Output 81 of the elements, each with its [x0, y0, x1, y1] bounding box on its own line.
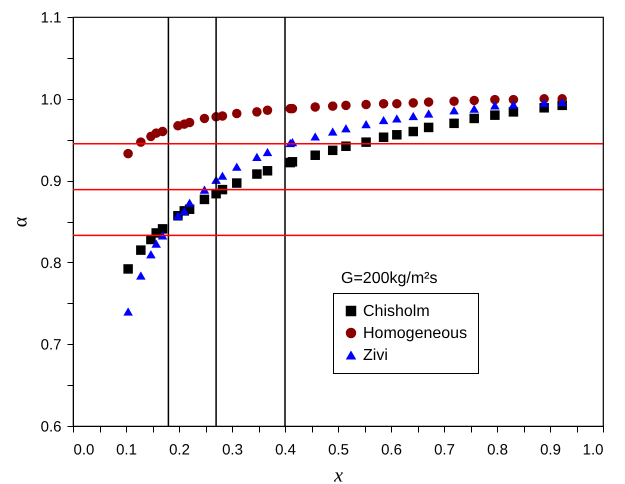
point — [328, 146, 338, 156]
x-tick-label: 0.9 — [540, 442, 561, 458]
point — [200, 194, 210, 204]
x-tick-label: 0.1 — [116, 442, 137, 458]
point — [262, 106, 272, 115]
point — [341, 124, 351, 132]
point — [469, 96, 479, 106]
x-axis-title: x — [333, 464, 344, 484]
x-tick-label: 0.4 — [275, 442, 296, 458]
point — [146, 250, 156, 258]
x-tick-label: 0.8 — [487, 442, 508, 458]
point — [328, 127, 338, 136]
point — [392, 114, 402, 123]
point — [378, 132, 388, 142]
point — [184, 198, 194, 207]
point — [123, 264, 133, 274]
point — [424, 122, 434, 132]
x-tick-label: 0.6 — [381, 442, 402, 458]
x-tick-label: 0.5 — [328, 442, 349, 458]
point — [361, 120, 371, 128]
point — [378, 98, 388, 108]
point — [424, 97, 434, 107]
point — [424, 109, 434, 118]
point — [469, 114, 479, 124]
point — [449, 118, 459, 128]
annotation: G=200kg/m²s — [341, 270, 438, 287]
x-tick-label: 0.2 — [169, 442, 190, 458]
point — [408, 112, 418, 120]
point — [232, 178, 242, 188]
point — [158, 224, 168, 234]
legend-label: Chisholm — [363, 303, 430, 320]
x-tick-label: 0.7 — [434, 442, 455, 458]
point — [252, 152, 262, 161]
point — [232, 108, 242, 118]
point — [408, 126, 418, 136]
point — [184, 118, 194, 128]
point — [252, 169, 262, 179]
point — [310, 102, 320, 112]
point — [490, 110, 500, 120]
y-tick-label: 1.0 — [40, 91, 62, 108]
point — [392, 130, 402, 140]
point — [341, 100, 351, 110]
point — [490, 101, 500, 110]
point — [557, 98, 567, 106]
point — [361, 100, 371, 110]
y-axis-title: α — [10, 216, 32, 228]
point — [136, 271, 146, 280]
point — [262, 148, 272, 156]
point — [158, 126, 168, 136]
point — [310, 150, 320, 160]
point — [449, 96, 459, 106]
y-tick-label: 0.9 — [40, 173, 62, 190]
y-tick-label: 0.7 — [40, 336, 62, 354]
point — [218, 111, 228, 121]
legend-label: Homogeneous — [363, 325, 468, 342]
y-tick-label: 1.1 — [40, 10, 62, 26]
point — [449, 106, 459, 114]
legend-label: Zivi — [363, 347, 388, 364]
point — [218, 172, 228, 180]
x-tick-label: 1.0 — [582, 442, 604, 458]
point — [232, 162, 242, 171]
point — [392, 98, 402, 108]
point — [539, 98, 549, 107]
point — [328, 101, 338, 111]
point — [310, 132, 320, 141]
point — [262, 166, 272, 176]
point — [151, 239, 161, 248]
y-tick-label: 0.8 — [40, 254, 62, 272]
point — [490, 94, 500, 104]
point — [508, 100, 518, 109]
point — [123, 307, 133, 316]
point — [200, 114, 210, 124]
point — [378, 116, 388, 124]
y-tick-label: 0.6 — [40, 418, 62, 436]
x-tick-label: 0.3 — [222, 442, 243, 458]
point — [408, 98, 418, 108]
point — [136, 245, 146, 255]
point — [252, 107, 262, 117]
point — [469, 104, 479, 113]
point — [123, 148, 133, 158]
x-tick-label: 0.0 — [74, 442, 94, 458]
